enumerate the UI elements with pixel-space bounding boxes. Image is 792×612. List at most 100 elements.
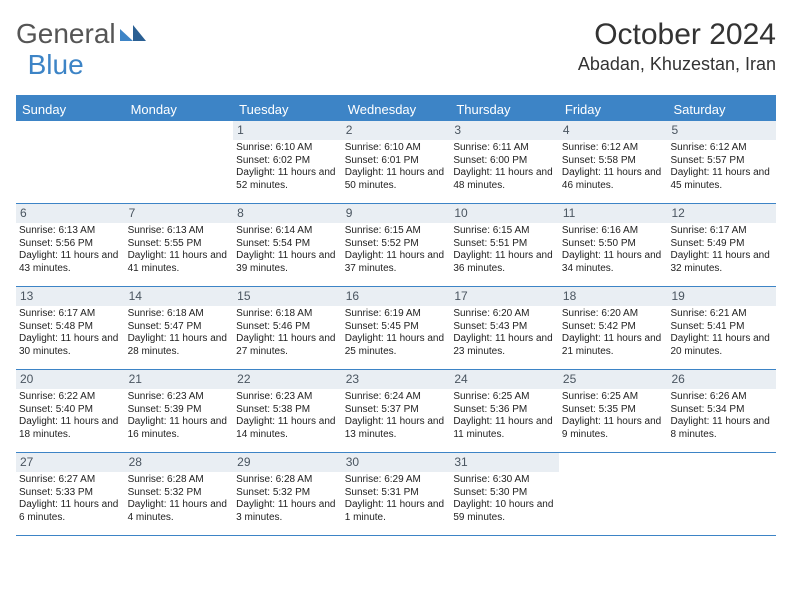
daylight-text: Daylight: 11 hours and 8 minutes.	[670, 416, 774, 441]
sunrise-text: Sunrise: 6:12 AM	[670, 142, 774, 155]
sunrise-text: Sunrise: 6:23 AM	[128, 391, 232, 404]
calendar-cell: 11 Sunrise: 6:16 AMSunset: 5:50 PMDayligh…	[559, 204, 668, 286]
sunset-text: Sunset: 5:42 PM	[562, 321, 666, 334]
header-wednesday: Wednesday	[342, 97, 451, 121]
calendar-day-header: Sunday Monday Tuesday Wednesday Thursday…	[16, 97, 776, 121]
sunset-text: Sunset: 5:49 PM	[670, 238, 774, 251]
sunrise-text: Sunrise: 6:15 AM	[345, 225, 449, 238]
day-number: 5	[667, 121, 776, 140]
calendar-cell: 3Sunrise: 6:11 AMSunset: 6:00 PMDaylight…	[450, 121, 559, 203]
calendar-cell: 2Sunrise: 6:10 AMSunset: 6:01 PMDaylight…	[342, 121, 451, 203]
day-number: 11	[559, 204, 668, 223]
location-subtitle: Abadan, Khuzestan, Iran	[578, 54, 776, 75]
sunset-text: Sunset: 5:41 PM	[670, 321, 774, 334]
calendar-cell: 13Sunrise: 6:17 AMSunset: 5:48 PMDayligh…	[16, 287, 125, 369]
sunset-text: Sunset: 5:40 PM	[19, 404, 123, 417]
calendar-cell: 5Sunrise: 6:12 AMSunset: 5:57 PMDaylight…	[667, 121, 776, 203]
calendar-cell: 12Sunrise: 6:17 AMSunset: 5:49 PMDayligh…	[667, 204, 776, 286]
daylight-text: Daylight: 11 hours and 28 minutes.	[128, 333, 232, 358]
daylight-text: Daylight: 11 hours and 16 minutes.	[128, 416, 232, 441]
calendar-cell: 23Sunrise: 6:24 AMSunset: 5:37 PMDayligh…	[342, 370, 451, 452]
day-number: 29	[233, 453, 342, 472]
daylight-text: Daylight: 11 hours and 48 minutes.	[453, 167, 557, 192]
calendar-cell: 28Sunrise: 6:28 AMSunset: 5:32 PMDayligh…	[125, 453, 234, 535]
daylight-text: Daylight: 11 hours and 21 minutes.	[562, 333, 666, 358]
sunset-text: Sunset: 5:32 PM	[236, 487, 340, 500]
calendar-cell: 25Sunrise: 6:25 AMSunset: 5:35 PMDayligh…	[559, 370, 668, 452]
sunrise-text: Sunrise: 6:14 AM	[236, 225, 340, 238]
sunrise-text: Sunrise: 6:12 AM	[562, 142, 666, 155]
calendar-cell: 21 Sunrise: 6:23 AMSunset: 5:39 PMDayligh…	[125, 370, 234, 452]
sunrise-text: Sunrise: 6:24 AM	[345, 391, 449, 404]
calendar-week: 20Sunrise: 6:22 AMSunset: 5:40 PMDayligh…	[16, 370, 776, 453]
daylight-text: Daylight: 11 hours and 14 minutes.	[236, 416, 340, 441]
calendar-cell: 8Sunrise: 6:14 AMSunset: 5:54 PMDaylight…	[233, 204, 342, 286]
sunrise-text: Sunrise: 6:16 AM	[562, 225, 666, 238]
sunset-text: Sunset: 5:30 PM	[453, 487, 557, 500]
sunset-text: Sunset: 5:39 PM	[128, 404, 232, 417]
calendar-cell: 27Sunrise: 6:27 AMSunset: 5:33 PMDayligh…	[16, 453, 125, 535]
calendar-cell: 29Sunrise: 6:28 AMSunset: 5:32 PMDayligh…	[233, 453, 342, 535]
sunset-text: Sunset: 6:00 PM	[453, 155, 557, 168]
daylight-text: Daylight: 11 hours and 41 minutes.	[128, 250, 232, 275]
sunrise-text: Sunrise: 6:13 AM	[19, 225, 123, 238]
title-block: October 2024 Abadan, Khuzestan, Iran	[578, 18, 776, 75]
calendar-cell	[667, 453, 776, 535]
logo-text-blue: Blue	[28, 49, 84, 81]
day-number: 19	[667, 287, 776, 306]
sunrise-text: Sunrise: 6:10 AM	[236, 142, 340, 155]
header-monday: Monday	[125, 97, 234, 121]
day-number: 26	[667, 370, 776, 389]
daylight-text: Daylight: 11 hours and 43 minutes.	[19, 250, 123, 275]
sunrise-text: Sunrise: 6:13 AM	[128, 225, 232, 238]
sunrise-text: Sunrise: 6:25 AM	[453, 391, 557, 404]
day-number: 27	[16, 453, 125, 472]
sunrise-text: Sunrise: 6:23 AM	[236, 391, 340, 404]
sunrise-text: Sunrise: 6:29 AM	[345, 474, 449, 487]
calendar-cell: 24Sunrise: 6:25 AMSunset: 5:36 PMDayligh…	[450, 370, 559, 452]
day-number: 30	[342, 453, 451, 472]
calendar-cell: 20Sunrise: 6:22 AMSunset: 5:40 PMDayligh…	[16, 370, 125, 452]
day-number: 3	[450, 121, 559, 140]
calendar-cell: 26Sunrise: 6:26 AMSunset: 5:34 PMDayligh…	[667, 370, 776, 452]
sunset-text: Sunset: 5:46 PM	[236, 321, 340, 334]
day-number: 7	[125, 204, 234, 223]
logo: General	[16, 18, 150, 50]
daylight-text: Daylight: 11 hours and 20 minutes.	[670, 333, 774, 358]
calendar-cell	[16, 121, 125, 203]
day-number: 2	[342, 121, 451, 140]
calendar-cell	[125, 121, 234, 203]
sunrise-text: Sunrise: 6:28 AM	[236, 474, 340, 487]
day-number: 31	[450, 453, 559, 472]
sunset-text: Sunset: 5:50 PM	[562, 238, 666, 251]
daylight-text: Daylight: 11 hours and 50 minutes.	[345, 167, 449, 192]
sunrise-text: Sunrise: 6:17 AM	[19, 308, 123, 321]
calendar-week: 6Sunrise: 6:13 AMSunset: 5:56 PMDaylight…	[16, 204, 776, 287]
sunset-text: Sunset: 5:43 PM	[453, 321, 557, 334]
day-number: 25	[559, 370, 668, 389]
daylight-text: Daylight: 11 hours and 9 minutes.	[562, 416, 666, 441]
calendar-cell: 9Sunrise: 6:15 AMSunset: 5:52 PMDaylight…	[342, 204, 451, 286]
sunset-text: Sunset: 5:48 PM	[19, 321, 123, 334]
header-sunday: Sunday	[16, 97, 125, 121]
sunrise-text: Sunrise: 6:28 AM	[128, 474, 232, 487]
sunset-text: Sunset: 5:51 PM	[453, 238, 557, 251]
sunrise-text: Sunrise: 6:17 AM	[670, 225, 774, 238]
header-saturday: Saturday	[667, 97, 776, 121]
calendar-cell: 19Sunrise: 6:21 AMSunset: 5:41 PMDayligh…	[667, 287, 776, 369]
daylight-text: Daylight: 11 hours and 25 minutes.	[345, 333, 449, 358]
daylight-text: Daylight: 11 hours and 39 minutes.	[236, 250, 340, 275]
day-number: 9	[342, 204, 451, 223]
sunset-text: Sunset: 5:38 PM	[236, 404, 340, 417]
sunrise-text: Sunrise: 6:26 AM	[670, 391, 774, 404]
daylight-text: Daylight: 11 hours and 18 minutes.	[19, 416, 123, 441]
calendar-cell: 31Sunrise: 6:30 AMSunset: 5:30 PMDayligh…	[450, 453, 559, 535]
daylight-text: Daylight: 11 hours and 46 minutes.	[562, 167, 666, 192]
day-number: 21	[125, 370, 234, 389]
day-number: 8	[233, 204, 342, 223]
daylight-text: Daylight: 11 hours and 34 minutes.	[562, 250, 666, 275]
sunset-text: Sunset: 5:45 PM	[345, 321, 449, 334]
daylight-text: Daylight: 11 hours and 36 minutes.	[453, 250, 557, 275]
calendar-cell: 17Sunrise: 6:20 AMSunset: 5:43 PMDayligh…	[450, 287, 559, 369]
day-number: 22	[233, 370, 342, 389]
